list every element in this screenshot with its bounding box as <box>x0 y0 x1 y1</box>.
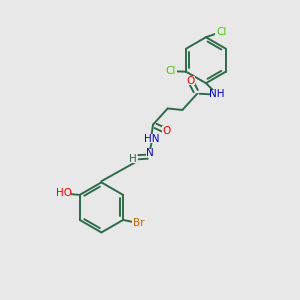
FancyBboxPatch shape <box>211 90 223 99</box>
FancyBboxPatch shape <box>187 76 195 85</box>
FancyBboxPatch shape <box>58 189 70 198</box>
Text: NH: NH <box>209 89 225 99</box>
FancyBboxPatch shape <box>146 148 154 158</box>
Text: H: H <box>129 154 137 164</box>
Text: Cl: Cl <box>166 66 176 76</box>
Text: Cl: Cl <box>216 27 226 37</box>
FancyBboxPatch shape <box>162 126 171 135</box>
FancyBboxPatch shape <box>215 28 227 36</box>
Text: HN: HN <box>144 134 159 144</box>
Text: Br: Br <box>133 218 144 228</box>
FancyBboxPatch shape <box>132 218 145 227</box>
FancyBboxPatch shape <box>129 154 137 163</box>
Text: HO: HO <box>56 188 72 198</box>
Text: O: O <box>187 76 195 86</box>
FancyBboxPatch shape <box>165 67 177 76</box>
FancyBboxPatch shape <box>145 134 158 143</box>
Text: O: O <box>162 126 171 136</box>
Text: N: N <box>146 148 154 158</box>
